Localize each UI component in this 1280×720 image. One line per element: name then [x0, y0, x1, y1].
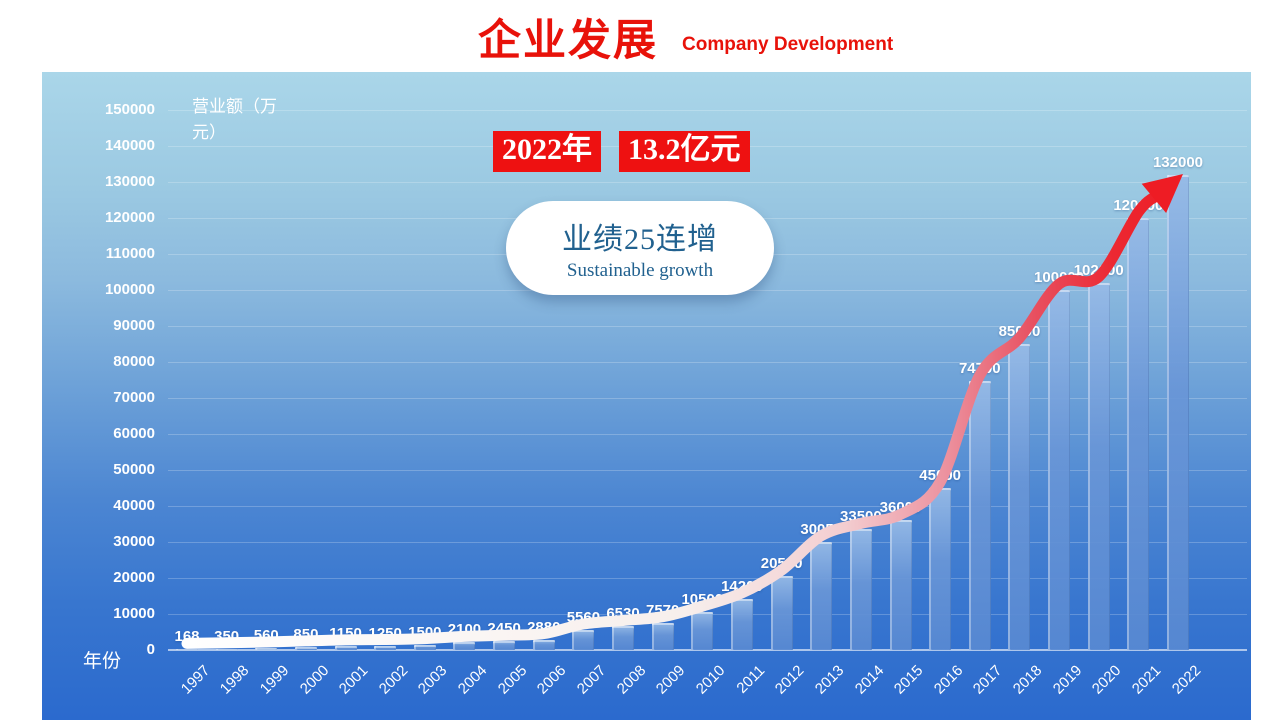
gridline	[168, 182, 1247, 183]
x-tick-label: 2005	[494, 662, 531, 698]
x-tick-label: 2015	[890, 662, 927, 698]
bubble-title: 业绩25连增	[562, 223, 718, 256]
x-tick-label: 2000	[296, 662, 332, 698]
bar	[176, 649, 198, 650]
page-subtitle: Company Development	[682, 34, 894, 55]
y-tick-label: 20000	[113, 569, 155, 586]
y-tick-label: 140000	[104, 137, 155, 154]
y-tick-label: 30000	[113, 533, 155, 550]
y-axis-labels: 0 10000 20000 30000 40000 50000 60000 70000 8000…	[42, 72, 1251, 720]
y-tick-label: 90000	[113, 317, 155, 334]
x-tick-label: 2010	[692, 662, 729, 698]
x-tick-label: 2003	[415, 662, 451, 698]
y-tick-label: 60000	[113, 425, 155, 442]
page-title: 企业发展	[478, 17, 658, 65]
x-tick-label: 2008	[613, 662, 650, 698]
y-tick-label: 70000	[113, 389, 155, 406]
highlight-badges: 2022年 13.2亿元	[493, 131, 750, 172]
y-tick-label: 120000	[104, 209, 155, 226]
bubble-subtitle: Sustainable growth	[566, 260, 714, 281]
x-tick-label: 2001	[335, 662, 372, 698]
bar	[255, 647, 278, 650]
x-tick-label: 2007	[573, 662, 610, 698]
y-tick-label: 50000	[113, 461, 155, 478]
x-axis-title: 年份	[83, 651, 122, 672]
y-tick-label: 150000	[104, 101, 155, 118]
y-tick-label: 130000	[104, 173, 155, 190]
bar-value-label: 132000	[1152, 153, 1204, 171]
x-tick-label: 2013	[811, 662, 848, 698]
x-tick-label: 1999	[256, 662, 293, 698]
x-tick-label: 2009	[653, 662, 689, 698]
badge-year: 2022年	[493, 131, 601, 172]
x-tick-label: 2014	[851, 662, 887, 698]
x-tick-label: 2020	[1089, 662, 1125, 698]
y-axis-title: 营业额（万元）	[192, 97, 277, 142]
x-tick-label: 2002	[375, 662, 412, 698]
bar	[215, 648, 238, 650]
y-tick-label: 80000	[113, 353, 155, 370]
x-tick-label: 2018	[1009, 662, 1046, 698]
x-axis-line	[168, 649, 1247, 651]
x-tick-label: 2012	[772, 662, 808, 698]
x-tick-label: 2011	[733, 662, 768, 697]
x-tick-label: 2022	[1168, 662, 1205, 698]
bar	[1167, 174, 1189, 650]
x-tick-label: 2006	[534, 662, 570, 698]
badge-amount: 13.2亿元	[619, 131, 750, 172]
y-tick-label: 40000	[113, 497, 155, 514]
x-tick-label: 1998	[217, 662, 253, 698]
growth-bubble: 业绩25连增 Sustainable growth	[506, 201, 774, 295]
x-tick-label: 2017	[970, 662, 1006, 698]
y-tick-label: 100000	[104, 281, 155, 298]
y-tick-label: 10000	[113, 605, 155, 622]
y-tick-label: 110000	[105, 245, 155, 262]
gridline	[168, 110, 1247, 111]
chart-panel: 0 10000 20000 30000 40000 50000 60000 70000 8000…	[42, 72, 1251, 720]
x-tick-label: 2016	[930, 662, 967, 698]
x-tick-label: 2021	[1128, 662, 1165, 698]
y-tick-label: 0	[146, 641, 155, 658]
x-tick-label: 2004	[454, 662, 491, 698]
x-tick-label: 2019	[1049, 662, 1086, 698]
x-tick-label: 1997	[177, 662, 214, 698]
